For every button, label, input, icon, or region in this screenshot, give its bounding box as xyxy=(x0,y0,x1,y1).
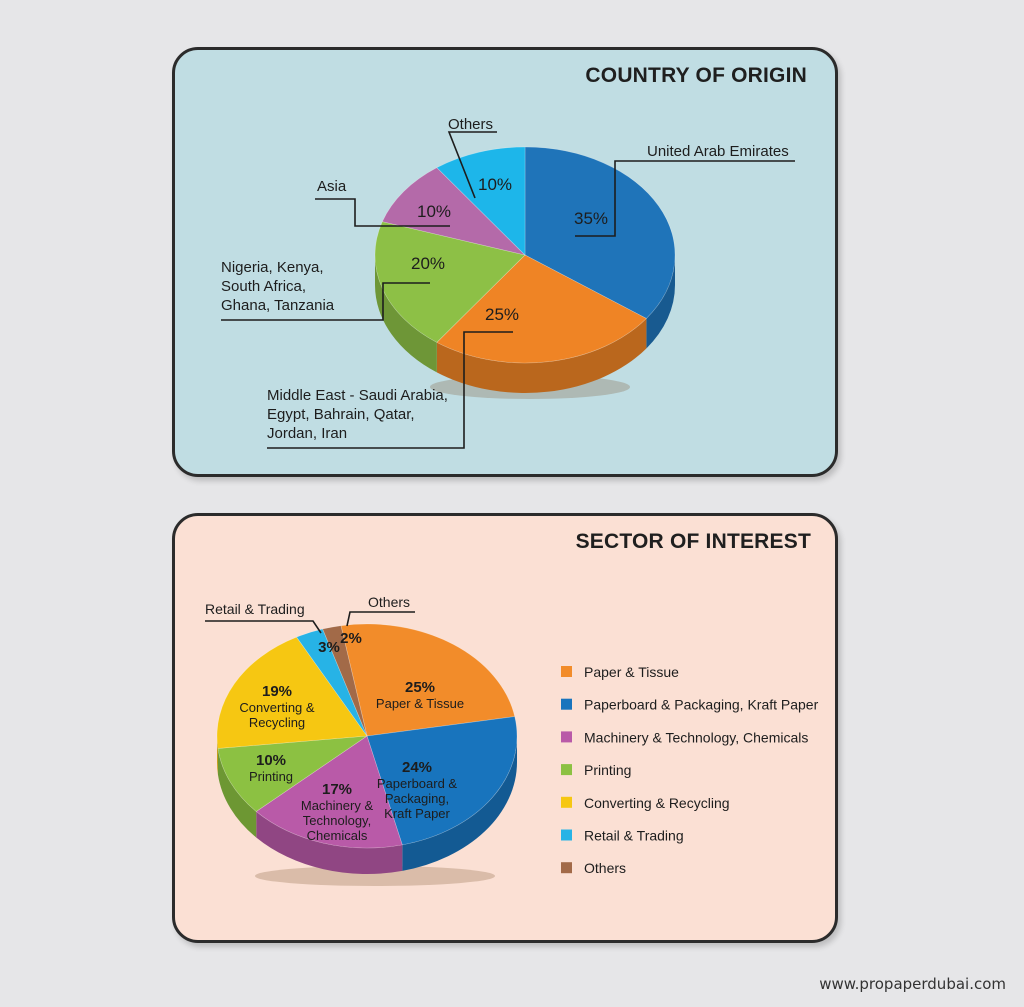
sector-slice-machinery-technology-chemicals xyxy=(255,735,403,849)
legend-label-machinery-technology-chemicals: Machinery & Technology, Chemicals xyxy=(584,729,808,745)
origin-side-united-arab-emirates xyxy=(646,255,675,349)
sector-side-machinery-technology-chemicals xyxy=(256,811,403,874)
sector-value-paper-tissue: 25% xyxy=(405,679,435,696)
sector-pie-shadow xyxy=(255,866,495,886)
sector-value-others: 2% xyxy=(340,630,362,647)
sector-value-printing: 10% xyxy=(256,752,286,769)
legend-label-paper-tissue: Paper & Tissue xyxy=(584,664,679,680)
origin-label-africa-line: Ghana, Tanzania xyxy=(221,297,335,314)
sector-value-retail-trading: 3% xyxy=(318,639,340,656)
origin-label-asia: Asia xyxy=(317,178,347,195)
sector-slice-paperboard-packaging-kraft-paper xyxy=(366,716,518,846)
sector-inlabel-machinery-technology-chemicals: Chemicals xyxy=(307,828,368,843)
legend-swatch-paper-tissue xyxy=(561,666,572,677)
legend-label-retail-trading: Retail & Trading xyxy=(584,828,684,844)
sector-slice-others xyxy=(322,625,368,737)
origin-label-middle-east-line: Egypt, Bahrain, Qatar, xyxy=(267,406,415,423)
sector-side-paperboard-packaging-kraft-paper xyxy=(402,736,517,871)
sector-slice-retail-trading xyxy=(296,628,368,737)
sector-inlabel-machinery-technology-chemicals: Technology, xyxy=(303,813,371,828)
sector-of-interest-title: SECTOR OF INTEREST xyxy=(575,530,811,553)
sector-inlabel-paperboard-packaging-kraft-paper: Paperboard & xyxy=(377,776,458,791)
legend-swatch-paperboard-packaging-kraft-paper xyxy=(561,698,572,710)
sector-slice-converting-recycling xyxy=(216,636,368,749)
legend-swatch-retail-trading xyxy=(561,829,572,841)
sector-side-converting-recycling xyxy=(217,736,218,775)
origin-value-asia: 10% xyxy=(417,202,451,221)
origin-slice-middle-east-saudi-arabia-egypt-bahrain-qatar-jordan-iran xyxy=(436,254,647,364)
origin-value-united-arab-emirates: 35% xyxy=(574,209,608,228)
sector-inlabel-paper-tissue: Paper & Tissue xyxy=(376,696,464,711)
footer-url: www.propaperdubai.com xyxy=(819,975,1006,993)
legend-label-printing: Printing xyxy=(584,762,631,778)
legend-label-converting-recycling: Converting & Recycling xyxy=(584,795,730,811)
country-of-origin-panel: COUNTRY OF ORIGIN 35% 25% 20% 10% 10% United … xyxy=(172,47,838,477)
origin-label-africa-line: South Africa, xyxy=(221,278,306,295)
country-of-origin-chart: 35% 25% 20% 10% 10% United Arab Emirates Middl… xyxy=(221,116,795,449)
country-of-origin-title: COUNTRY OF ORIGIN xyxy=(585,64,807,87)
sector-value-converting-recycling: 19% xyxy=(262,683,292,700)
legend-swatch-converting-recycling xyxy=(561,796,572,808)
sector-inlabel-paperboard-packaging-kraft-paper: Kraft Paper xyxy=(384,806,450,821)
sector-inlabel-converting-recycling: Converting & xyxy=(239,700,314,715)
legend-swatch-printing xyxy=(561,764,572,776)
sector-inlabel-paperboard-packaging-kraft-paper: Packaging, xyxy=(385,791,449,806)
origin-label-africa-line: Nigeria, Kenya, xyxy=(221,259,324,276)
sector-leader-others xyxy=(346,611,415,627)
origin-side-nigeria-kenya-south-africa-ghana-tanzania xyxy=(375,255,437,373)
origin-label-others: Others xyxy=(448,116,493,133)
sector-label-retail: Retail & Trading xyxy=(205,601,305,617)
origin-leader-uae xyxy=(575,160,795,237)
origin-label-uae: United Arab Emirates xyxy=(647,143,789,160)
origin-value-middle-east-saudi-arabia-egypt-bahrain-qatar-jordan-iran: 25% xyxy=(485,305,519,324)
sector-value-machinery-technology-chemicals: 17% xyxy=(322,781,352,798)
legend-label-paperboard-packaging-kraft-paper: Paperboard & Packaging, Kraft Paper xyxy=(584,697,819,713)
sector-leader-retail xyxy=(205,620,322,634)
origin-value-others: 10% xyxy=(478,175,512,194)
origin-label-middle-east-line: Middle East - Saudi Arabia, xyxy=(267,387,448,404)
origin-value-nigeria-kenya-south-africa-ghana-tanzania: 20% xyxy=(411,254,445,273)
origin-label-middle-east-line: Jordan, Iran xyxy=(267,425,347,442)
sector-slice-printing xyxy=(217,735,369,812)
sector-value-paperboard-packaging-kraft-paper: 24% xyxy=(402,759,432,776)
legend-label-others: Others xyxy=(584,860,626,876)
sector-side-printing xyxy=(217,748,257,838)
origin-leader-others xyxy=(447,131,497,199)
origin-slice-asia xyxy=(381,167,526,256)
sector-inlabel-printing: Printing xyxy=(249,769,293,784)
legend-swatch-others xyxy=(561,862,572,874)
legend-swatch-machinery-technology-chemicals xyxy=(561,731,572,743)
sector-of-interest-panel: SECTOR OF INTEREST 25% Paper & Tissue 24% P… xyxy=(172,513,838,943)
origin-leader-middle-east xyxy=(267,331,513,449)
origin-slice-others xyxy=(436,146,526,256)
origin-leader-africa xyxy=(221,282,430,321)
sector-slice-paper-tissue xyxy=(340,623,516,737)
origin-leader-asia xyxy=(315,198,450,227)
origin-side-middle-east-saudi-arabia-egypt-bahrain-qatar-jordan-iran xyxy=(436,318,647,393)
sector-inlabel-machinery-technology-chemicals: Machinery & xyxy=(301,798,374,813)
sector-inlabel-converting-recycling: Recycling xyxy=(249,715,305,730)
sector-label-others: Others xyxy=(368,594,410,610)
origin-slice-united-arab-emirates xyxy=(524,146,676,319)
